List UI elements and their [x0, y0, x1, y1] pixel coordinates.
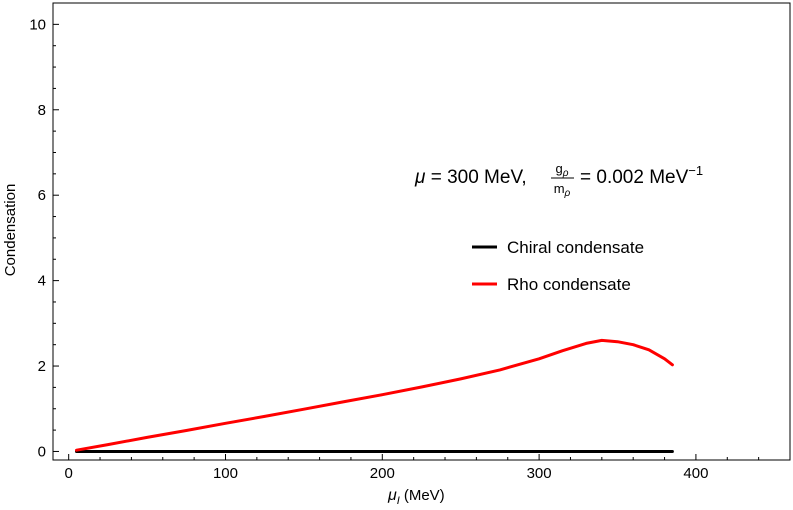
svg-text:= 0.002 MeV−1: = 0.002 MeV−1: [580, 163, 703, 188]
plot-frame: [52, 2, 791, 461]
legend-label-rho: Rho condensate: [507, 275, 631, 294]
series-line-rho: [75, 338, 674, 452]
annotation-frac-num-sub: ρ: [562, 168, 569, 179]
annotation-frac-den-sub: ρ: [564, 188, 571, 199]
svg-text:gρ: gρ: [556, 161, 569, 179]
y-axis-label: Condensation: [2, 184, 19, 277]
x-axis-unit: (MeV): [404, 487, 445, 504]
y-tick-label: 4: [38, 273, 46, 290]
x-tick-label: 400: [683, 465, 708, 482]
y-tick-label: 0: [38, 443, 46, 460]
annotation-value: = 0.002 MeV: [580, 167, 689, 188]
annotation-frac-den: m: [554, 181, 565, 196]
y-tick-label: 2: [38, 358, 46, 375]
y-tick-label: 8: [38, 102, 46, 119]
annotation: μ = 300 MeV, gρ mρ = 0.002 MeV−1: [414, 161, 703, 199]
svg-text:mρ: mρ: [554, 181, 571, 199]
x-tick-label: 300: [527, 465, 552, 482]
x-axis-symbol: μ: [387, 487, 397, 504]
x-tick-label: 100: [213, 465, 238, 482]
annotation-exponent: −1: [688, 163, 703, 178]
x-tick-label: 0: [65, 465, 73, 482]
y-tick-label: 6: [38, 187, 46, 204]
x-axis-label: μI (MeV): [387, 487, 445, 507]
axis-ticks: 0 100 200 300 400 0 2 4 6 8 10: [29, 16, 760, 482]
annotation-mu: μ: [414, 167, 426, 188]
x-axis-subscript: I: [397, 495, 400, 507]
x-tick-label: 200: [370, 465, 395, 482]
y-tick-label: 10: [29, 16, 46, 33]
annotation-frac-num: g: [556, 161, 563, 176]
series-layer: [75, 338, 674, 453]
legend-label-chiral: Chiral condensate: [507, 238, 644, 257]
svg-text:μ = 300 MeV,: μ = 300 MeV,: [414, 167, 527, 188]
annotation-prefix: = 300 MeV,: [431, 167, 527, 188]
legend: Chiral condensate Rho condensate: [472, 238, 644, 294]
